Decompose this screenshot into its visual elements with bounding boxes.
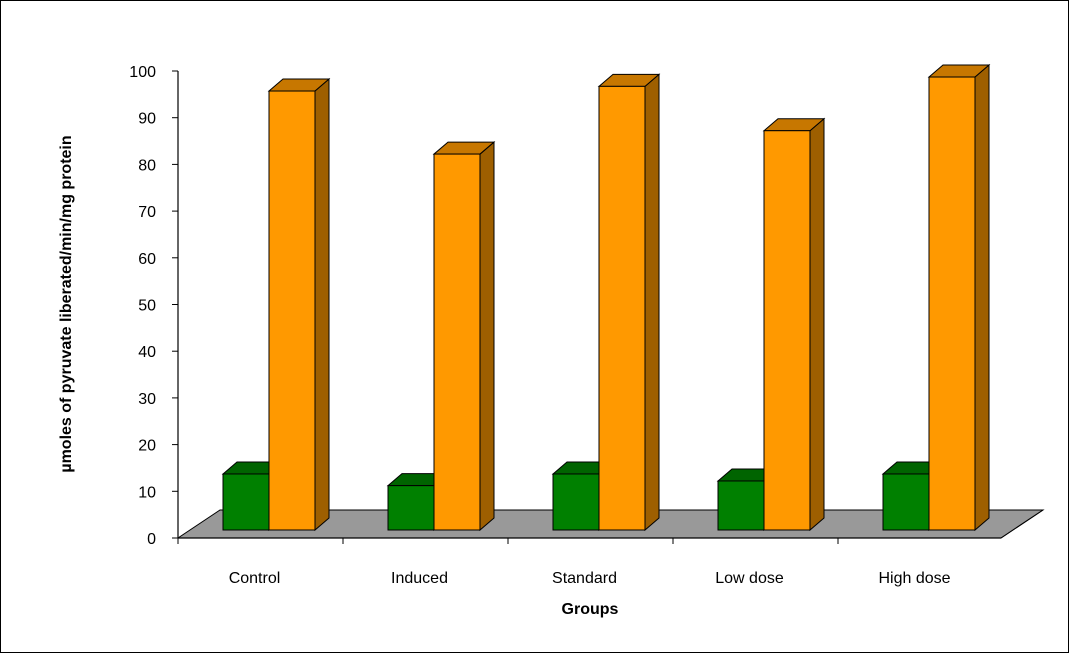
y-tick-label: 70 [138,204,156,221]
y-tick-label: 10 [138,484,156,501]
bar [717,480,765,531]
y-tick-label: 60 [138,251,156,268]
y-tick-label: 90 [138,111,156,128]
bar [552,473,600,531]
y-axis-title: µmoles of pyruvate liberated/min/mg prot… [58,135,75,472]
bar-side [479,140,495,532]
bar-side [974,63,990,532]
bar [387,485,435,531]
y-tick-label: 80 [138,157,156,174]
bar-side [809,117,825,532]
x-axis-title: Groups [562,601,619,618]
y-tick-label: 0 [147,531,156,548]
category-label: Induced [391,570,448,587]
bar-side [314,77,330,532]
bar [268,90,316,531]
category-label: Standard [552,570,617,587]
bar-side [644,73,660,532]
y-tick-label: 40 [138,344,156,361]
bar [598,85,646,531]
bar [763,130,811,531]
x-axis-depth-line [1000,509,1044,539]
y-tick-label: 30 [138,391,156,408]
y-tick-label: 100 [129,64,156,81]
category-label: High dose [878,570,950,587]
bar [222,473,270,531]
category-label: Low dose [715,570,784,587]
y-tick-label: 20 [138,438,156,455]
category-label: Control [229,570,281,587]
y-tick-label: 50 [138,298,156,315]
bar [433,153,481,531]
bar [928,76,976,531]
bar [882,473,930,531]
